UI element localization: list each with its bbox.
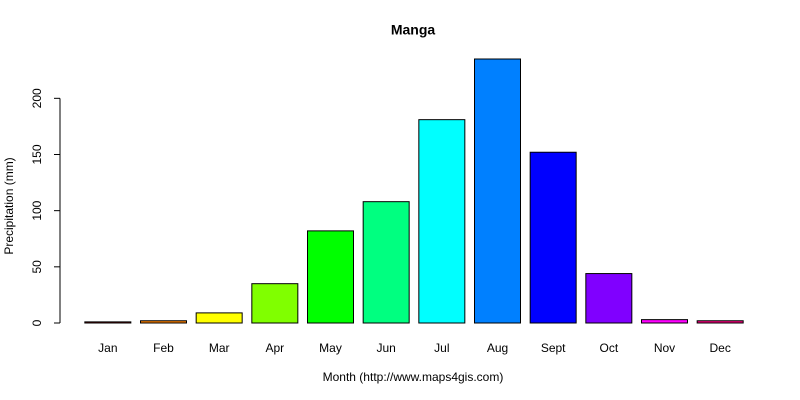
y-tick-label: 100	[30, 200, 44, 220]
bar	[140, 320, 187, 324]
x-tick-label: Mar	[209, 341, 230, 355]
x-tick-label: May	[319, 341, 342, 355]
x-axis-label: Month (http://www.maps4gis.com)	[323, 370, 504, 384]
y-tick-label: 150	[30, 144, 44, 164]
bar	[195, 312, 243, 324]
bar	[585, 273, 633, 324]
y-axis-label: Precipitation (mm)	[2, 157, 16, 254]
bar	[307, 230, 354, 324]
bar	[362, 201, 410, 324]
x-tick-label: Apr	[265, 341, 284, 355]
bar	[641, 319, 688, 324]
bar	[418, 119, 466, 324]
bar	[251, 283, 299, 324]
x-tick-label: Jul	[434, 341, 449, 355]
x-tick-label: Nov	[654, 341, 675, 355]
y-tick-label: 0	[30, 319, 44, 326]
bar	[474, 58, 521, 324]
x-tick-label: Aug	[487, 341, 508, 355]
x-tick-label: Jun	[376, 341, 395, 355]
y-tick-label: 200	[30, 88, 44, 108]
x-tick-label: Dec	[709, 341, 730, 355]
bar	[529, 151, 577, 324]
y-tick-label: 50	[30, 260, 44, 274]
x-tick-label: Oct	[599, 341, 618, 355]
x-tick-label: Sept	[541, 341, 566, 355]
x-tick-label: Feb	[153, 341, 174, 355]
x-tick-label: Jan	[98, 341, 117, 355]
bar	[696, 320, 744, 324]
chart-title: Manga	[391, 22, 436, 38]
bar	[84, 321, 132, 324]
